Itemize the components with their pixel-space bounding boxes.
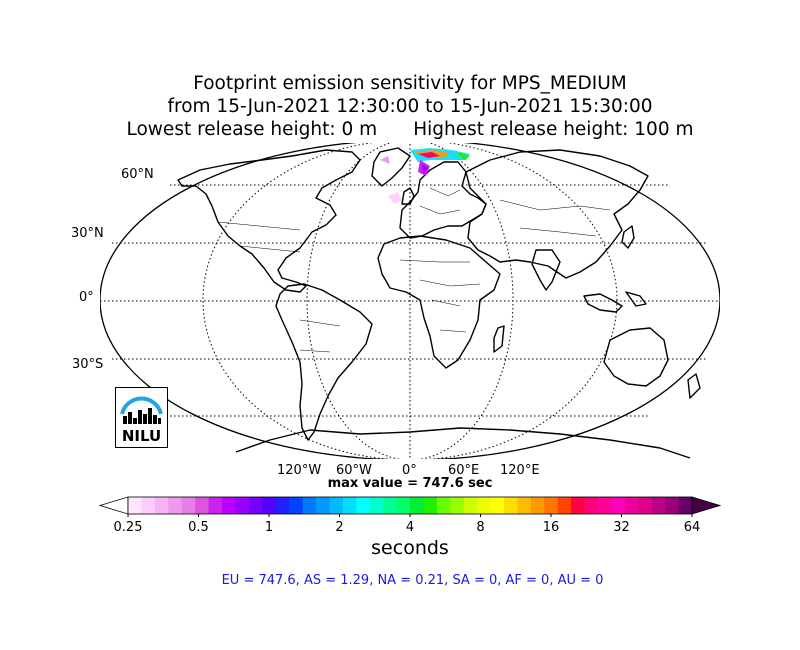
colorbar-swatch xyxy=(530,497,545,514)
colorbar-swatch xyxy=(128,497,142,514)
colorbar-tick-label: 64 xyxy=(683,520,701,535)
colorbar-swatch xyxy=(154,497,169,514)
colorbar-swatch xyxy=(436,497,451,514)
colorbar-swatch xyxy=(598,497,612,514)
colorbar-swatch xyxy=(611,497,626,514)
colorbar-swatch xyxy=(356,497,371,514)
lon-label-0: 0° xyxy=(402,463,417,478)
colorbar-swatch xyxy=(235,497,250,514)
colorbar-swatch xyxy=(450,497,465,514)
colorbar-swatch xyxy=(665,497,680,514)
colorbar-swatch xyxy=(584,497,599,514)
colorbar-swatch xyxy=(248,497,263,514)
colorbar-tick-label: 0.25 xyxy=(113,520,143,535)
colorbar-tick-label: 2 xyxy=(335,520,344,535)
colorbar-swatch xyxy=(624,497,639,514)
colorbar-swatch xyxy=(342,497,357,514)
colorbar-swatch xyxy=(289,497,304,514)
colorbar-swatch xyxy=(168,497,183,514)
lon-label-60e: 60°E xyxy=(448,463,480,478)
coastlines xyxy=(177,147,701,459)
colorbar-swatch xyxy=(638,497,653,514)
colorbar-swatch xyxy=(651,497,666,514)
nilu-logo: NILU xyxy=(115,387,168,448)
colorbar-swatch xyxy=(396,497,411,514)
colorbar-swatch xyxy=(262,497,277,514)
colorbar-swatch xyxy=(557,497,572,514)
release-heights: Lowest release height: 0 m Highest releas… xyxy=(0,118,800,142)
map-time-range: from 15-Jun-2021 12:30:00 to 15-Jun-2021… xyxy=(167,96,653,117)
colorbar xyxy=(98,496,722,517)
colorbar-swatch xyxy=(302,497,317,514)
colorbar-under-arrow xyxy=(98,496,129,515)
colorbar-swatch xyxy=(208,497,223,514)
colorbar-swatch xyxy=(463,497,478,514)
colorbar-swatch xyxy=(316,497,330,514)
colorbar-tick-label: 1 xyxy=(264,520,274,535)
colorbar-swatch xyxy=(571,497,586,514)
colorbar-swatch xyxy=(504,497,518,514)
colorbar-tick-label: 16 xyxy=(542,520,560,535)
colorbar-swatch xyxy=(678,497,693,514)
colorbar-swatch xyxy=(329,497,344,514)
lowest-release-height: Lowest release height: 0 m xyxy=(126,119,378,140)
colorbar-swatch xyxy=(195,497,210,514)
colorbar-swatch xyxy=(477,497,492,514)
colorbar-tick-label: 32 xyxy=(613,520,630,535)
highest-release-height: Highest release height: 100 m xyxy=(413,119,694,140)
colorbar-units: seconds xyxy=(371,537,449,559)
country-borders xyxy=(217,187,611,353)
region-totals: EU = 747.6, AS = 1.29, NA = 0.21, SA = 0… xyxy=(221,573,604,588)
graticule xyxy=(100,143,720,459)
colorbar-swatch xyxy=(410,497,424,514)
colorbar-swatch xyxy=(423,497,438,514)
map-title: Footprint emission sensitivity for MPS_M… xyxy=(193,73,627,94)
lon-label-60w: 60°W xyxy=(336,463,372,478)
colorbar-tick-label: 4 xyxy=(405,520,415,535)
lat-label-60n: 60°N xyxy=(121,167,154,182)
lon-label-120e: 120°E xyxy=(500,463,540,478)
lat-label-30n: 30°N xyxy=(71,226,104,241)
colorbar-tick-label: 0.5 xyxy=(188,520,209,535)
colorbar-over-arrow xyxy=(691,496,722,515)
lat-label-30s: 30°S xyxy=(72,357,104,372)
colorbar-swatch xyxy=(517,497,532,514)
colorbar-tick-label: 8 xyxy=(476,520,485,535)
colorbar-swatch xyxy=(141,497,156,514)
nilu-logo-icon xyxy=(120,396,163,424)
colorbar-swatch xyxy=(383,497,398,514)
lon-label-120w: 120°W xyxy=(277,463,322,478)
colorbar-swatch xyxy=(369,497,384,514)
colorbar-swatch xyxy=(181,497,196,514)
colorbar-swatch xyxy=(490,497,505,514)
nilu-logo-text: NILU xyxy=(121,427,162,445)
colorbar-swatch xyxy=(222,497,236,514)
colorbar-swatch xyxy=(544,497,559,514)
colorbar-swatch xyxy=(275,497,290,514)
footprint-plume xyxy=(380,148,470,204)
lat-label-equator: 0° xyxy=(79,290,94,305)
max-value-label: max value = 747.6 sec xyxy=(327,476,493,491)
